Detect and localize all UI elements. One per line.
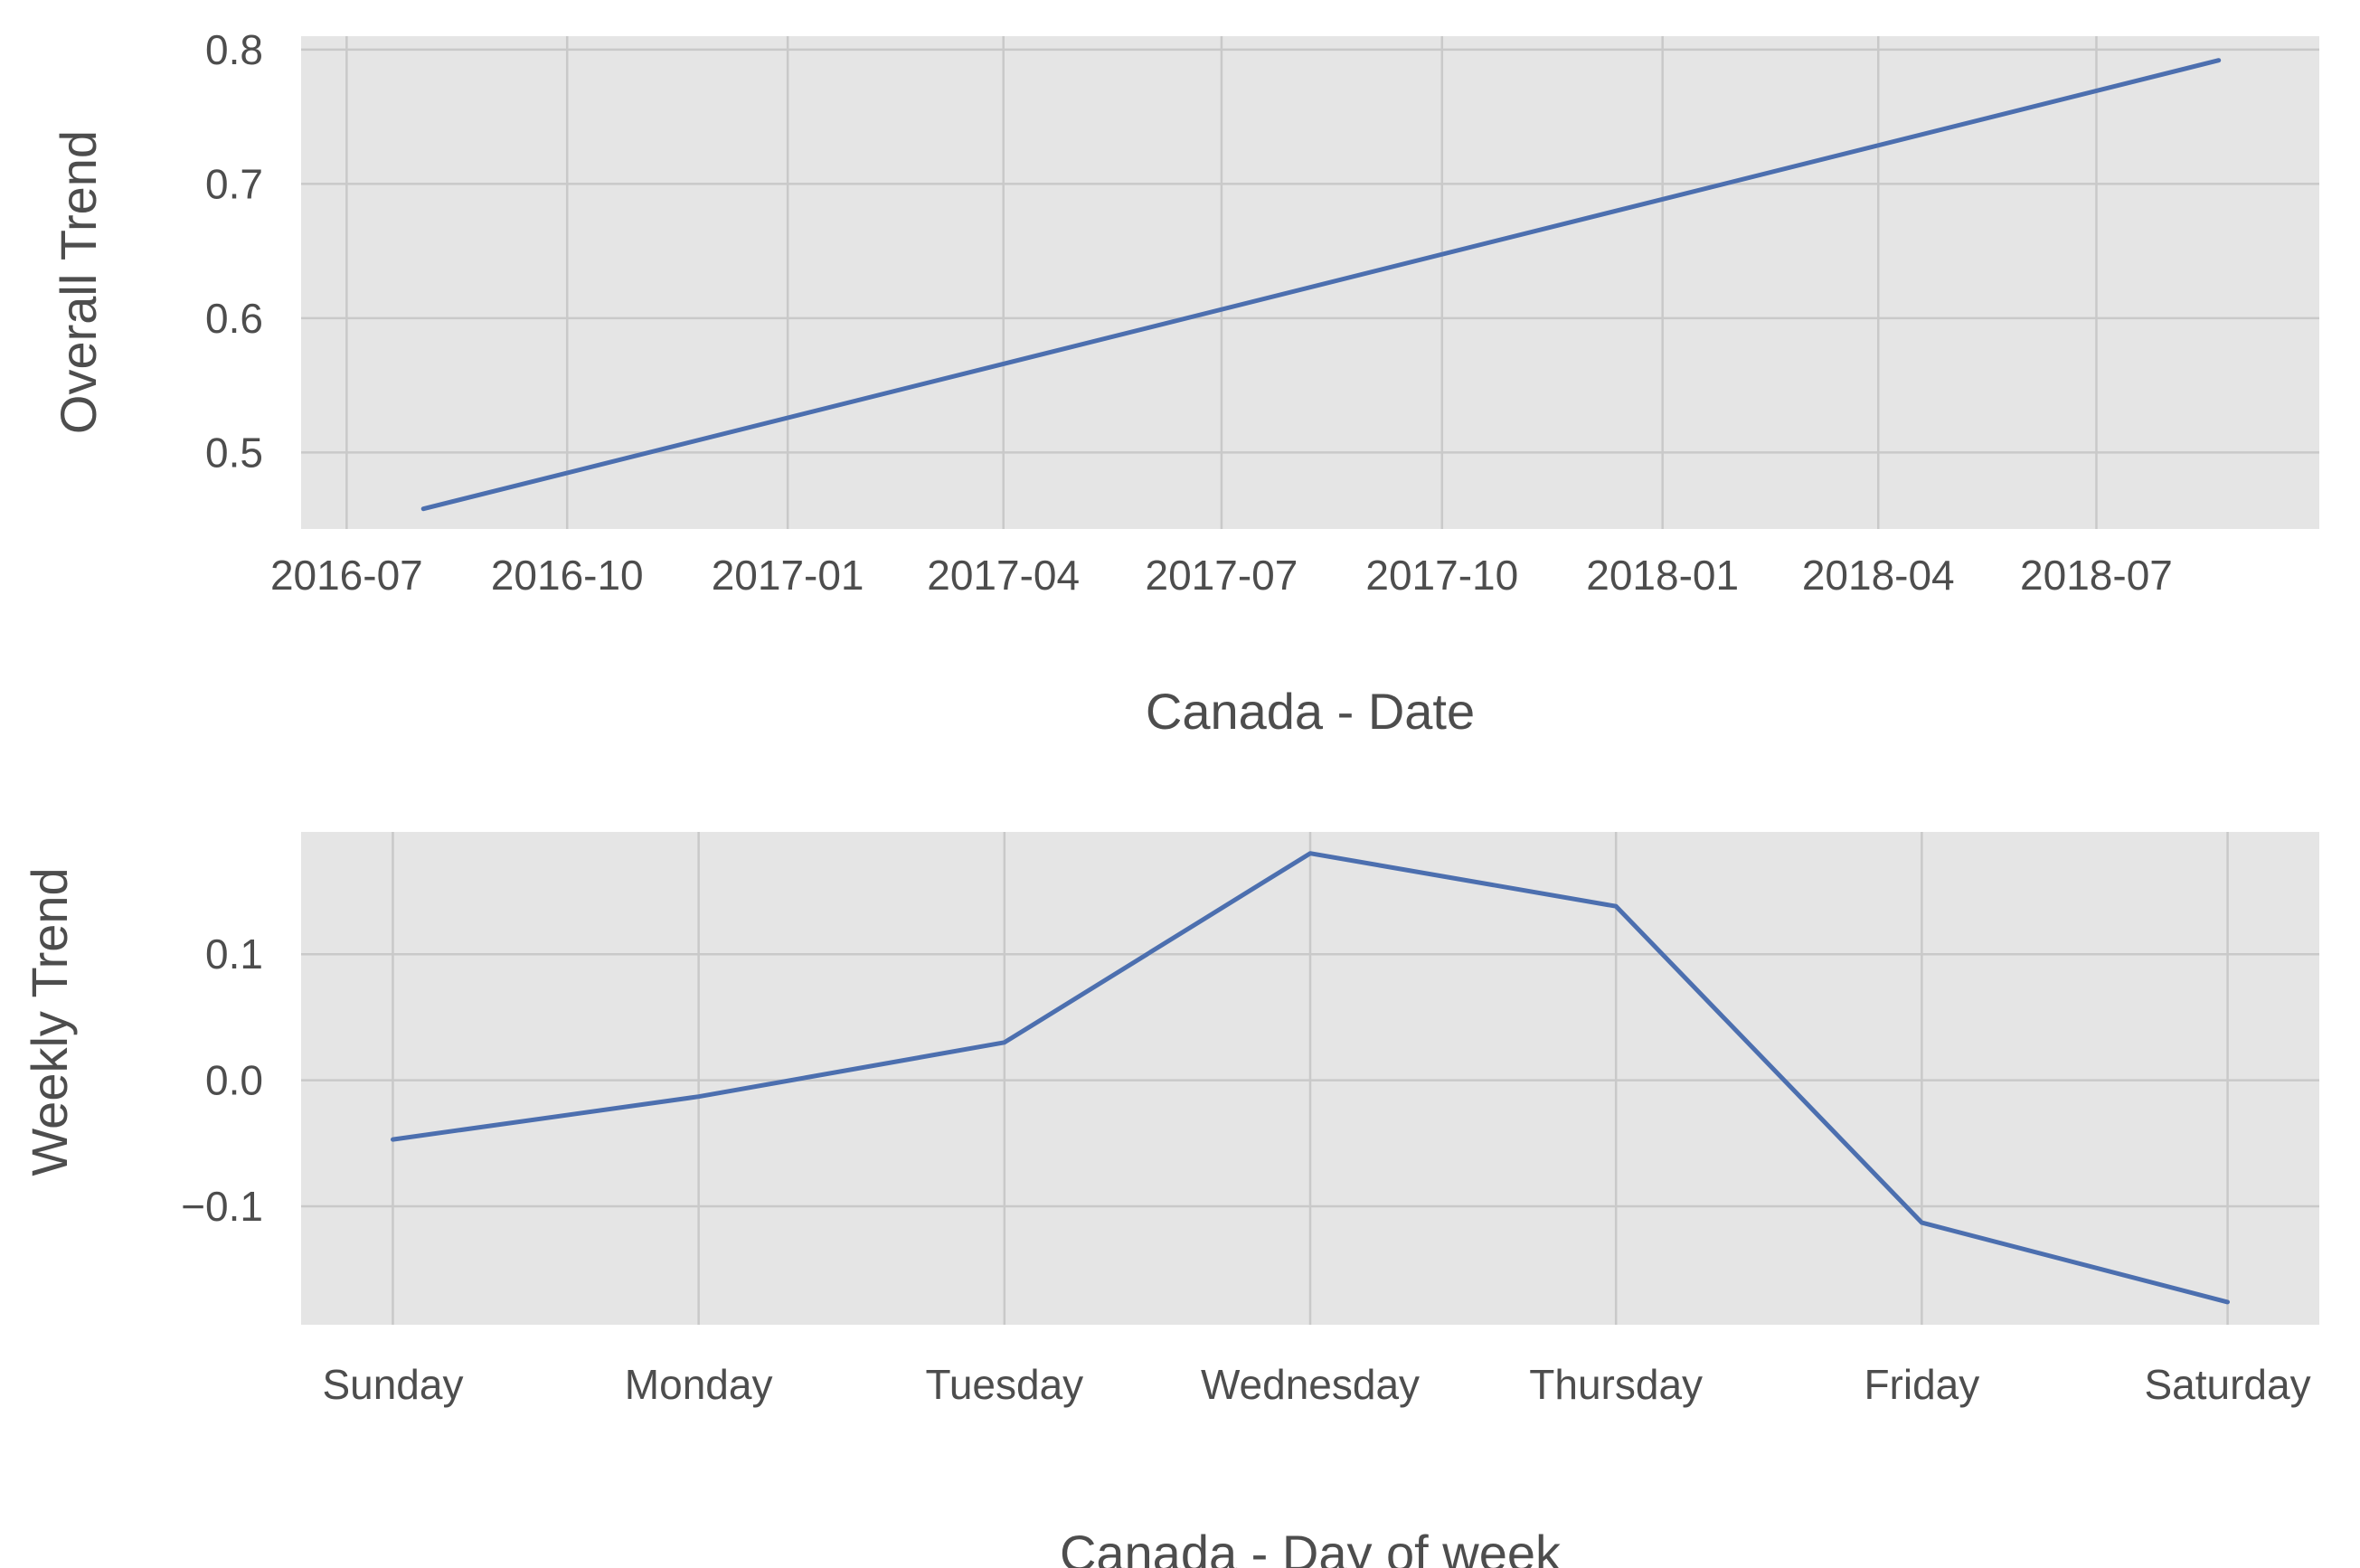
weekly-trend-y-tick-label: −0.1 <box>181 1183 263 1230</box>
weekly-trend-x-tick-label: Wednesday <box>1201 1361 1420 1408</box>
overall-trend-x-tick-label: 2018-01 <box>1586 552 1739 599</box>
overall-trend-series <box>420 58 2222 512</box>
overall-trend-y-tick-label: 0.7 <box>205 160 263 207</box>
weekly-trend-panel: Sunday Monday Tuesday Wednesday Thursday Frid… <box>21 832 2319 1568</box>
overall-trend-line <box>420 58 2222 512</box>
weekly-trend-x-tick-label: Sunday <box>322 1361 463 1408</box>
overall-trend-y-ticks: 0.5 0.6 0.7 0.8 <box>205 26 263 477</box>
overall-trend-x-tick-label: 2017-07 <box>1146 552 1298 599</box>
weekly-trend-x-tick-label: Thursday <box>1529 1361 1703 1408</box>
overall-trend-y-tick-label: 0.6 <box>205 295 263 342</box>
weekly-trend-x-axis-label: Canada - Day of week <box>1060 1525 1562 1568</box>
weekly-trend-x-tick-label: Monday <box>625 1361 773 1408</box>
overall-trend-panel: 2016-07 2016-10 2017-01 2017-04 2017-07 2017-… <box>50 26 2319 740</box>
overall-trend-x-tick-label: 2018-07 <box>2020 552 2173 599</box>
weekly-trend-y-axis-label: Weekly Trend <box>21 867 78 1176</box>
overall-trend-x-tick-label: 2017-01 <box>712 552 864 599</box>
overall-trend-x-tick-label: 2017-10 <box>1365 552 1518 599</box>
weekly-trend-y-tick-label: 0.0 <box>205 1057 263 1104</box>
overall-trend-x-tick-label: 2016-07 <box>270 552 423 599</box>
overall-trend-grid <box>301 36 2319 529</box>
weekly-trend-grid <box>301 832 2319 1325</box>
overall-trend-x-tick-label: 2017-04 <box>927 552 1080 599</box>
overall-trend-y-axis-label: Overall Trend <box>50 130 107 434</box>
weekly-trend-x-tick-label: Saturday <box>2144 1361 2310 1408</box>
overall-trend-x-tick-label: 2018-04 <box>1802 552 1955 599</box>
weekly-trend-y-ticks: −0.1 0.0 0.1 <box>181 930 263 1230</box>
overall-trend-x-ticks: 2016-07 2016-10 2017-01 2017-04 2017-07 2017-… <box>270 552 2173 599</box>
overall-trend-x-tick-label: 2016-10 <box>491 552 644 599</box>
weekly-trend-line <box>391 851 2230 1305</box>
overall-trend-y-tick-label: 0.5 <box>205 429 263 476</box>
weekly-trend-x-tick-label: Tuesday <box>925 1361 1083 1408</box>
overall-trend-y-tick-label: 0.8 <box>205 26 263 73</box>
weekly-trend-x-tick-label: Friday <box>1864 1361 1979 1408</box>
weekly-trend-series <box>391 851 2230 1305</box>
overall-trend-x-axis-label: Canada - Date <box>1146 683 1475 740</box>
weekly-trend-y-tick-label: 0.1 <box>205 930 263 978</box>
weekly-trend-x-ticks: Sunday Monday Tuesday Wednesday Thursday Frid… <box>322 1361 2310 1408</box>
